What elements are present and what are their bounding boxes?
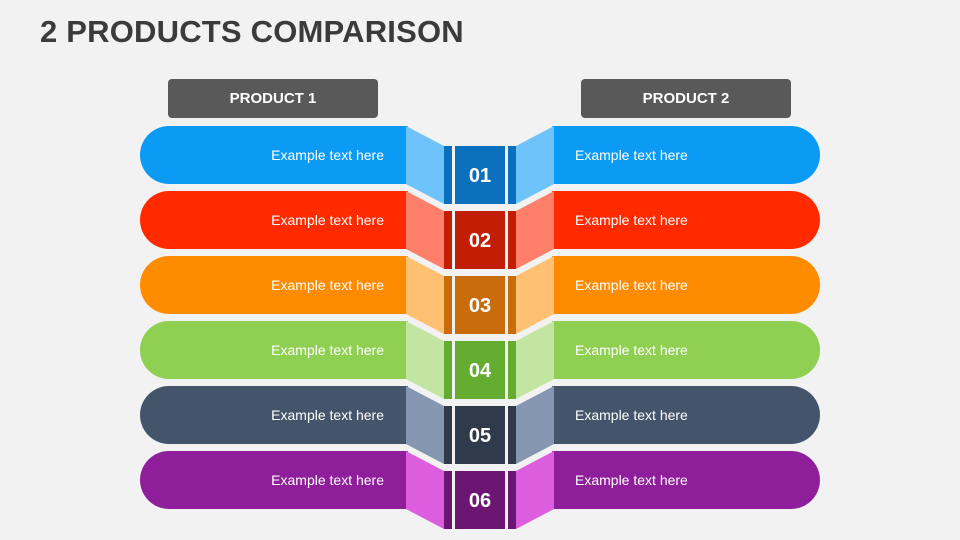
right-connector [516, 126, 554, 204]
left-pill-text: Example text here [271, 472, 384, 488]
right-connector [516, 321, 554, 399]
row-number: 03 [469, 295, 491, 317]
left-pill-text: Example text here [271, 342, 384, 358]
left-pill [140, 126, 408, 184]
left-connector [406, 451, 444, 529]
number-block [455, 471, 505, 529]
left-strip [444, 146, 452, 204]
left-connector [406, 256, 444, 334]
right-pill-text: Example text here [575, 342, 688, 358]
right-pill-text: Example text here [575, 472, 688, 488]
left-strip [444, 341, 452, 399]
right-pill-text: Example text here [575, 147, 688, 163]
number-block [455, 211, 505, 269]
comparison-row: Example text here Example text here 04 [140, 321, 820, 399]
right-pill [552, 321, 820, 379]
left-pill-text: Example text here [271, 212, 384, 228]
row-number: 01 [469, 165, 491, 187]
left-pill [140, 321, 408, 379]
right-strip [508, 211, 516, 269]
left-pill-text: Example text here [271, 407, 384, 423]
row-number: 04 [469, 360, 492, 382]
left-connector [406, 191, 444, 269]
left-strip [444, 211, 452, 269]
left-pill [140, 386, 408, 444]
slide-title: 2 PRODUCTS COMPARISON [40, 14, 464, 49]
left-strip [444, 471, 452, 529]
right-connector [516, 386, 554, 464]
number-block [455, 276, 505, 334]
row-number: 06 [469, 490, 491, 512]
right-strip [508, 406, 516, 464]
right-connector [516, 191, 554, 269]
left-pill-text: Example text here [271, 277, 384, 293]
right-strip [508, 341, 516, 399]
product-2-header: PRODUCT 2 [581, 79, 791, 118]
comparison-row: Example text here Example text here 01 [140, 126, 820, 204]
right-strip [508, 276, 516, 334]
left-strip [444, 276, 452, 334]
right-pill [552, 451, 820, 509]
right-pill [552, 191, 820, 249]
comparison-row: Example text here Example text here 05 [140, 386, 820, 464]
number-block [455, 406, 505, 464]
right-connector [516, 451, 554, 529]
left-connector [406, 386, 444, 464]
right-strip [508, 146, 516, 204]
right-strip [508, 471, 516, 529]
left-pill [140, 256, 408, 314]
right-pill [552, 126, 820, 184]
right-pill-text: Example text here [575, 277, 688, 293]
row-number: 02 [469, 230, 491, 252]
left-pill [140, 191, 408, 249]
right-pill-text: Example text here [575, 407, 688, 423]
left-pill [140, 451, 408, 509]
left-strip [444, 406, 452, 464]
comparison-row: Example text here Example text here 06 [140, 451, 820, 529]
right-pill-text: Example text here [575, 212, 688, 228]
number-block [455, 146, 505, 204]
product-1-header: PRODUCT 1 [168, 79, 378, 118]
comparison-row: Example text here Example text here 02 [140, 191, 820, 269]
right-connector [516, 256, 554, 334]
left-pill-text: Example text here [271, 147, 384, 163]
left-connector [406, 126, 444, 204]
row-number: 05 [469, 425, 491, 447]
right-pill [552, 386, 820, 444]
comparison-row: Example text here Example text here 03 [140, 256, 820, 334]
number-block [455, 341, 505, 399]
left-connector [406, 321, 444, 399]
right-pill [552, 256, 820, 314]
